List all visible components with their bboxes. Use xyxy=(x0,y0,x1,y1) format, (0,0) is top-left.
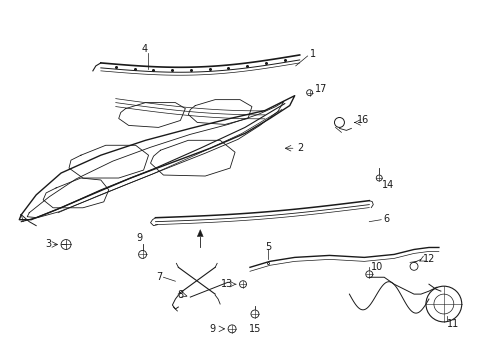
Text: 17: 17 xyxy=(314,84,326,94)
Text: 14: 14 xyxy=(382,180,394,190)
Text: 3: 3 xyxy=(45,239,51,248)
Text: 5: 5 xyxy=(264,243,270,252)
Text: 2: 2 xyxy=(297,143,304,153)
Text: 1: 1 xyxy=(309,49,315,59)
Text: 8: 8 xyxy=(177,290,183,300)
Text: 9: 9 xyxy=(136,233,142,243)
Text: 12: 12 xyxy=(422,255,434,264)
Text: 16: 16 xyxy=(357,116,369,126)
Text: 4: 4 xyxy=(141,44,147,54)
Text: 13: 13 xyxy=(221,279,233,289)
Text: 6: 6 xyxy=(383,214,388,224)
Text: 15: 15 xyxy=(248,324,261,334)
Polygon shape xyxy=(197,230,203,237)
Text: 10: 10 xyxy=(370,262,383,272)
Text: 9: 9 xyxy=(208,324,215,334)
Text: 7: 7 xyxy=(156,272,162,282)
Text: 11: 11 xyxy=(446,319,458,329)
